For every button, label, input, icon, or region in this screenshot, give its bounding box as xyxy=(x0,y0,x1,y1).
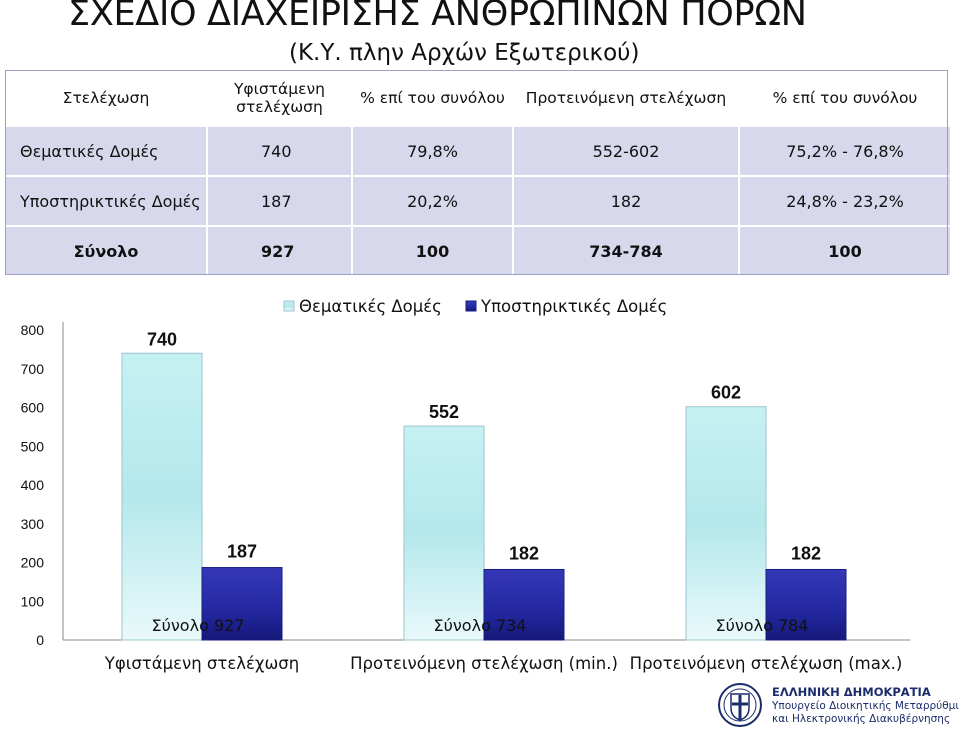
header-cell: Στελέχωση xyxy=(4,70,208,127)
summary-table: Στελέχωση Υφιστάμενη στελέχωση % επί του… xyxy=(4,70,952,277)
bar-thematic xyxy=(403,425,485,641)
table-cell: 75,2% - 76,8% xyxy=(738,125,952,177)
data-label: 740 xyxy=(147,329,177,349)
table-cell: 79,8% xyxy=(351,125,514,177)
y-tick-label: 800 xyxy=(21,322,45,338)
header-cell: % επί του συνόλου xyxy=(351,70,514,127)
y-tick-label: 700 xyxy=(21,361,45,377)
page-subtitle: (Κ.Υ. πλην Αρχών Εξωτερικού) xyxy=(289,40,640,66)
bar-thematic xyxy=(685,406,767,641)
x-category-label: Προτεινόμενη στελέχωση (max.) xyxy=(630,654,903,673)
total-label: Σύνολο 734 xyxy=(434,616,527,635)
table-cell: 182 xyxy=(512,175,740,227)
table-cell: Υποστηρικτικές Δομές xyxy=(4,175,208,227)
y-tick-label: 500 xyxy=(21,438,45,454)
bar-support xyxy=(765,568,847,641)
y-tick-label: 200 xyxy=(21,555,45,571)
bar-support xyxy=(201,567,283,641)
table-cell: 100 xyxy=(351,225,514,277)
table-total-row: Σύνολο 927 100 734-784 100 xyxy=(4,225,952,277)
table-cell: 187 xyxy=(206,175,353,227)
table-cell: 552-602 xyxy=(512,125,740,177)
bar-support xyxy=(483,568,565,641)
page-title: ΣΧΕΔΙΟ ΔΙΑΧΕΙΡΙΣΗΣ ΑΝΘΡΩΠΙΝΩΝ ΠΟΡΩΝ xyxy=(68,0,807,34)
total-label: Σύνολο 927 xyxy=(152,616,245,635)
header-cell: Προτεινόμενη στελέχωση xyxy=(512,70,740,127)
total-label: Σύνολο 784 xyxy=(716,616,809,635)
table-row: Υποστηρικτικές Δομές 187 20,2% 182 24,8%… xyxy=(4,175,952,227)
logo-line1: ΕΛΛΗΝΙΚΗ ΔΗΜΟΚΡΑΤΙΑ xyxy=(772,685,931,699)
logo-line2: Υπουργείο Διοικητικής Μεταρρύθμισης xyxy=(772,700,959,712)
bar-thematic xyxy=(121,352,203,641)
legend-label: Θεματικές Δομές xyxy=(299,297,442,316)
x-category-label: Υφιστάμενη στελέχωση xyxy=(104,654,299,673)
data-label: 552 xyxy=(429,402,459,422)
table-cell: 20,2% xyxy=(351,175,514,227)
data-label: 602 xyxy=(711,383,741,403)
table-cell: 24,8% - 23,2% xyxy=(738,175,952,227)
data-label: 182 xyxy=(509,543,539,563)
table-cell: 927 xyxy=(206,225,353,277)
data-label: 182 xyxy=(791,543,821,563)
greek-emblem-icon xyxy=(718,683,762,727)
table-row: Θεματικές Δομές 740 79,8% 552-602 75,2% … xyxy=(4,125,952,177)
table-cell: 100 xyxy=(738,225,952,277)
table-header-row: Στελέχωση Υφιστάμενη στελέχωση % επί του… xyxy=(4,70,952,127)
header-cell: % επί του συνόλου xyxy=(738,70,952,127)
table-cell: 734-784 xyxy=(512,225,740,277)
y-tick-label: 100 xyxy=(21,593,45,609)
table-cell: 740 xyxy=(206,125,353,177)
y-tick-label: 0 xyxy=(36,632,44,648)
x-category-label: Προτεινόμενη στελέχωση (min.) xyxy=(350,654,618,673)
y-tick-label: 300 xyxy=(21,516,45,532)
table-cell: Σύνολο xyxy=(4,225,208,277)
ministry-logo: ΕΛΛΗΝΙΚΗ ΔΗΜΟΚΡΑΤΙΑ Υπουργείο Διοικητική… xyxy=(716,682,959,728)
y-tick-label: 600 xyxy=(21,400,45,416)
table-cell: Θεματικές Δομές xyxy=(4,125,208,177)
y-tick-label: 400 xyxy=(21,477,45,493)
bar-chart: 0 100 200 300 400 500 600 700 800 740 187 Σύνολο 92… xyxy=(21,297,910,673)
header-cell: Υφιστάμενη στελέχωση xyxy=(206,70,353,127)
legend-swatch xyxy=(465,300,477,312)
legend-swatch xyxy=(283,300,295,312)
logo-line3: και Ηλεκτρονικής Διακυβέρνησης xyxy=(772,713,951,725)
legend-label: Υποστηρικτικές Δομές xyxy=(480,297,667,316)
data-label: 187 xyxy=(227,542,257,562)
